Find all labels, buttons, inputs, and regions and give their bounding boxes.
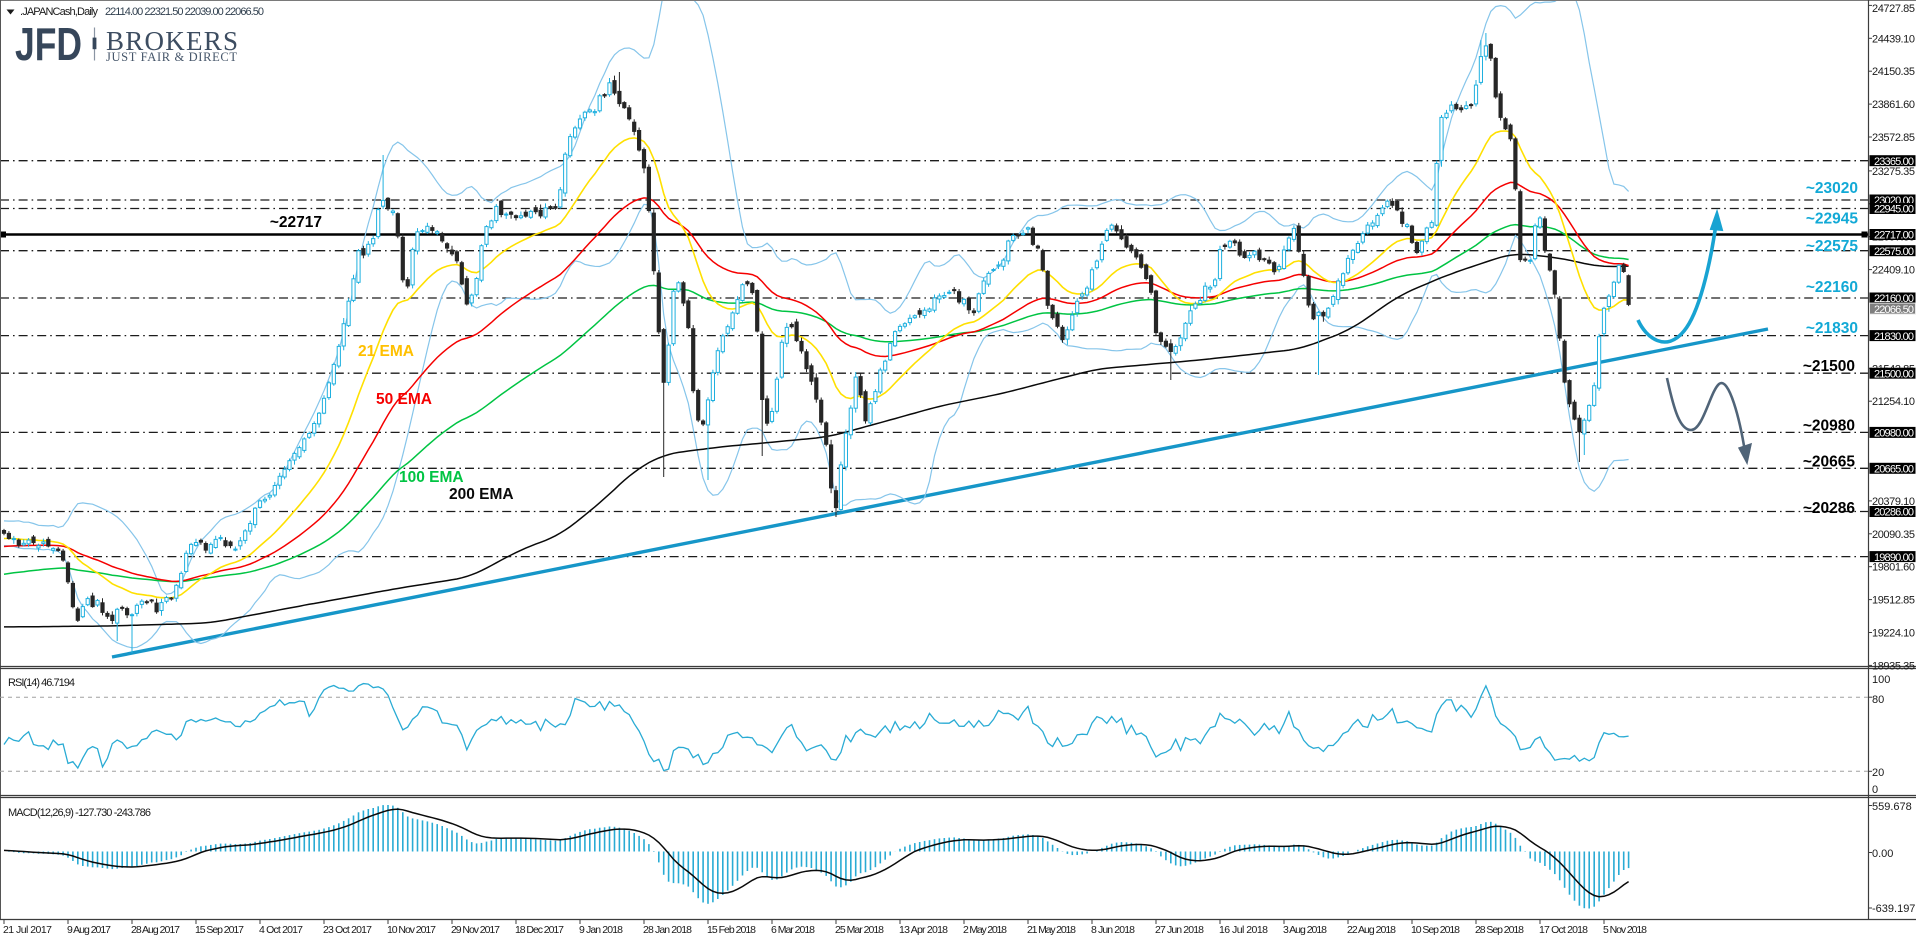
svg-text:24150.35: 24150.35 <box>1872 66 1915 78</box>
svg-text:50 EMA: 50 EMA <box>376 391 432 408</box>
svg-text:20379.10: 20379.10 <box>1872 496 1915 508</box>
svg-text:24727.85: 24727.85 <box>1872 3 1915 15</box>
svg-text:5 Nov 2018: 5 Nov 2018 <box>1603 924 1647 936</box>
svg-text:17 Oct 2018: 17 Oct 2018 <box>1539 924 1588 936</box>
svg-text:JFD: JFD <box>15 18 82 70</box>
svg-text:80: 80 <box>1872 694 1884 706</box>
svg-text:3 Aug 2018: 3 Aug 2018 <box>1283 924 1327 936</box>
svg-text:100 EMA: 100 EMA <box>399 469 464 486</box>
svg-text:MACD(12,26,9) -127.730 -243.78: MACD(12,26,9) -127.730 -243.786 <box>8 807 151 819</box>
svg-text:10 Sep 2018: 10 Sep 2018 <box>1411 924 1460 936</box>
svg-text:~20980: ~20980 <box>1803 418 1855 435</box>
svg-text:22160.00: 22160.00 <box>1874 293 1914 305</box>
svg-text:~22945: ~22945 <box>1806 211 1859 228</box>
svg-text:20980.00: 20980.00 <box>1874 428 1914 440</box>
svg-text:559.678: 559.678 <box>1872 801 1912 813</box>
svg-text:9 Aug 2017: 9 Aug 2017 <box>67 924 111 936</box>
svg-text:24439.10: 24439.10 <box>1872 33 1915 45</box>
svg-text:~21830: ~21830 <box>1806 320 1858 337</box>
svg-text:27 Jun 2018: 27 Jun 2018 <box>1155 924 1204 936</box>
svg-text:~21500: ~21500 <box>1803 358 1855 375</box>
svg-text:21254.10: 21254.10 <box>1872 396 1915 408</box>
svg-text:22409.10: 22409.10 <box>1872 265 1915 277</box>
svg-text:13 Apr 2018: 13 Apr 2018 <box>899 924 948 936</box>
svg-text:20286.00: 20286.00 <box>1874 507 1914 519</box>
svg-text:18935.35: 18935.35 <box>1872 660 1915 672</box>
svg-text:10 Nov 2017: 10 Nov 2017 <box>387 924 436 936</box>
svg-text:23572.85: 23572.85 <box>1872 132 1915 144</box>
svg-text:0: 0 <box>1872 784 1878 796</box>
svg-text:BROKERS: BROKERS <box>106 26 238 56</box>
svg-text:28 Jan 2018: 28 Jan 2018 <box>643 924 692 936</box>
svg-text:20090.35: 20090.35 <box>1872 529 1915 541</box>
svg-text:22066.50: 22066.50 <box>1874 304 1914 316</box>
svg-text:21830.00: 21830.00 <box>1874 331 1914 343</box>
svg-text:9 Jan 2018: 9 Jan 2018 <box>579 924 623 936</box>
svg-text:19890.00: 19890.00 <box>1874 552 1914 564</box>
svg-text:100: 100 <box>1872 674 1890 686</box>
svg-text:15 Feb 2018: 15 Feb 2018 <box>707 924 756 936</box>
svg-text:22 Aug 2018: 22 Aug 2018 <box>1347 924 1396 936</box>
svg-text:16 Jul 2018: 16 Jul 2018 <box>1219 924 1268 936</box>
svg-text:20: 20 <box>1872 767 1884 779</box>
svg-text:28 Sep 2018: 28 Sep 2018 <box>1475 924 1524 936</box>
svg-text:19224.10: 19224.10 <box>1872 628 1915 640</box>
svg-text:22575.00: 22575.00 <box>1874 246 1914 258</box>
svg-text:22114.00 22321.50 22039.00 220: 22114.00 22321.50 22039.00 22066.50 <box>105 6 264 18</box>
svg-text:.JAPANCash,Daily: .JAPANCash,Daily <box>20 6 99 18</box>
svg-text:~22575: ~22575 <box>1806 238 1859 255</box>
svg-text:200 EMA: 200 EMA <box>449 486 514 503</box>
svg-text:4 Oct 2017: 4 Oct 2017 <box>259 924 303 936</box>
svg-text:6 Mar 2018: 6 Mar 2018 <box>771 924 815 936</box>
svg-text:21 EMA: 21 EMA <box>358 343 414 360</box>
svg-text:19801.60: 19801.60 <box>1872 562 1915 574</box>
svg-text:28 Aug 2017: 28 Aug 2017 <box>131 924 180 936</box>
svg-text:23 Oct 2017: 23 Oct 2017 <box>323 924 372 936</box>
svg-text:~22717: ~22717 <box>270 214 322 231</box>
svg-text:~23020: ~23020 <box>1806 180 1858 197</box>
svg-text:22945.00: 22945.00 <box>1874 204 1914 216</box>
svg-text:~20286: ~20286 <box>1803 500 1856 517</box>
svg-text:18 Dec 2017: 18 Dec 2017 <box>515 924 564 936</box>
svg-text:23365.00: 23365.00 <box>1874 156 1914 168</box>
svg-text:20665.00: 20665.00 <box>1874 464 1914 476</box>
svg-text:21 Jul 2017: 21 Jul 2017 <box>3 924 52 936</box>
svg-text:0.00: 0.00 <box>1872 848 1893 860</box>
svg-text:23275.35: 23275.35 <box>1872 166 1915 178</box>
svg-text:15 Sep 2017: 15 Sep 2017 <box>195 924 244 936</box>
svg-text:~22160: ~22160 <box>1806 279 1858 296</box>
svg-text:8 Jun 2018: 8 Jun 2018 <box>1091 924 1135 936</box>
svg-text:JUST FAIR & DIRECT: JUST FAIR & DIRECT <box>106 50 237 64</box>
svg-text:21 May 2018: 21 May 2018 <box>1027 924 1076 936</box>
svg-text:19512.85: 19512.85 <box>1872 595 1915 607</box>
svg-text:~20665: ~20665 <box>1803 453 1856 470</box>
svg-text:29 Nov 2017: 29 Nov 2017 <box>451 924 500 936</box>
svg-text:2 May 2018: 2 May 2018 <box>963 924 1007 936</box>
svg-text:25 Mar 2018: 25 Mar 2018 <box>835 924 884 936</box>
svg-text:-639.197: -639.197 <box>1872 903 1915 915</box>
svg-text:23861.60: 23861.60 <box>1872 99 1915 111</box>
svg-text:22717.00: 22717.00 <box>1874 230 1914 242</box>
svg-text:RSI(14) 46.7194: RSI(14) 46.7194 <box>8 677 75 689</box>
svg-text:21500.00: 21500.00 <box>1874 368 1914 380</box>
